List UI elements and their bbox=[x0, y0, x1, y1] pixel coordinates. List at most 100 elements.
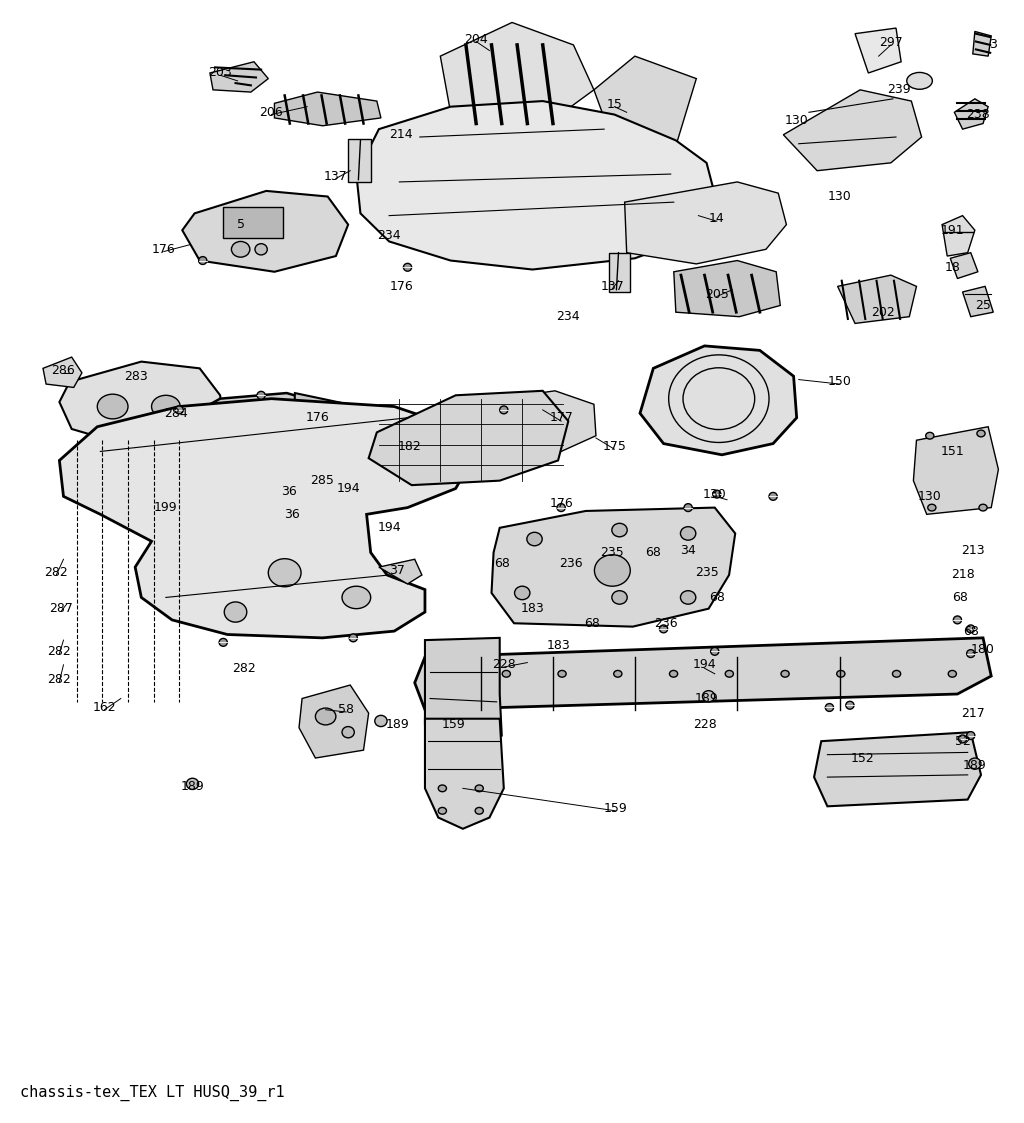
Text: 238: 238 bbox=[966, 108, 990, 121]
Text: 206: 206 bbox=[259, 106, 284, 119]
Text: 183: 183 bbox=[546, 639, 570, 652]
Polygon shape bbox=[43, 357, 82, 387]
Text: 152: 152 bbox=[850, 751, 874, 765]
Ellipse shape bbox=[684, 503, 692, 512]
Text: 180: 180 bbox=[971, 642, 995, 656]
Polygon shape bbox=[492, 508, 735, 627]
Text: 234: 234 bbox=[556, 310, 581, 323]
Text: 191: 191 bbox=[940, 223, 965, 237]
Ellipse shape bbox=[702, 691, 715, 702]
Ellipse shape bbox=[681, 591, 696, 604]
Text: 137: 137 bbox=[324, 170, 348, 183]
Text: 204: 204 bbox=[464, 33, 488, 46]
Polygon shape bbox=[379, 559, 422, 584]
Polygon shape bbox=[855, 28, 901, 73]
Text: 235: 235 bbox=[600, 546, 625, 559]
Text: 214: 214 bbox=[389, 128, 414, 141]
Ellipse shape bbox=[926, 432, 934, 439]
Polygon shape bbox=[942, 216, 975, 256]
Text: 189: 189 bbox=[180, 779, 205, 793]
Text: 202: 202 bbox=[870, 305, 895, 319]
Text: 287: 287 bbox=[49, 602, 74, 615]
Ellipse shape bbox=[825, 703, 834, 712]
Polygon shape bbox=[425, 719, 504, 829]
Text: 130: 130 bbox=[918, 490, 942, 503]
Polygon shape bbox=[594, 56, 696, 146]
Text: 14: 14 bbox=[709, 212, 725, 226]
Ellipse shape bbox=[711, 647, 719, 656]
Ellipse shape bbox=[349, 633, 357, 642]
Polygon shape bbox=[166, 393, 353, 500]
Ellipse shape bbox=[681, 527, 696, 540]
Ellipse shape bbox=[97, 394, 128, 419]
Ellipse shape bbox=[967, 624, 975, 633]
Polygon shape bbox=[640, 346, 797, 455]
Text: 194: 194 bbox=[336, 482, 360, 495]
Text: 199: 199 bbox=[154, 501, 178, 514]
Polygon shape bbox=[494, 391, 596, 451]
Text: 130: 130 bbox=[784, 113, 809, 127]
Text: 68: 68 bbox=[952, 591, 969, 604]
Text: 235: 235 bbox=[694, 566, 719, 579]
Polygon shape bbox=[783, 90, 922, 171]
Polygon shape bbox=[369, 391, 568, 485]
Text: 130: 130 bbox=[827, 190, 852, 203]
Ellipse shape bbox=[199, 256, 207, 265]
Polygon shape bbox=[625, 182, 786, 264]
Text: 37: 37 bbox=[389, 564, 406, 577]
Polygon shape bbox=[674, 261, 780, 317]
Text: 68: 68 bbox=[963, 624, 979, 638]
Ellipse shape bbox=[594, 555, 630, 586]
Ellipse shape bbox=[659, 624, 668, 633]
Ellipse shape bbox=[977, 430, 985, 437]
Text: 205: 205 bbox=[705, 287, 729, 301]
Ellipse shape bbox=[446, 670, 455, 677]
Ellipse shape bbox=[953, 615, 962, 624]
Polygon shape bbox=[954, 99, 988, 129]
Text: 282: 282 bbox=[47, 673, 72, 686]
Ellipse shape bbox=[846, 701, 854, 710]
Text: 217: 217 bbox=[961, 706, 985, 720]
Text: 68: 68 bbox=[709, 591, 725, 604]
Text: 58: 58 bbox=[338, 703, 354, 716]
Ellipse shape bbox=[515, 586, 530, 600]
Ellipse shape bbox=[257, 391, 265, 400]
Text: 228: 228 bbox=[492, 658, 516, 672]
Text: 213: 213 bbox=[961, 544, 985, 557]
Text: 25: 25 bbox=[975, 299, 991, 312]
Polygon shape bbox=[274, 92, 381, 126]
Ellipse shape bbox=[613, 670, 622, 677]
Ellipse shape bbox=[958, 734, 967, 743]
Text: 3: 3 bbox=[989, 38, 997, 52]
Text: 194: 194 bbox=[692, 658, 717, 672]
Text: 15: 15 bbox=[606, 98, 623, 111]
FancyBboxPatch shape bbox=[223, 207, 283, 238]
Text: 177: 177 bbox=[549, 411, 573, 424]
Polygon shape bbox=[913, 427, 998, 514]
Text: 189: 189 bbox=[385, 718, 410, 731]
Ellipse shape bbox=[186, 778, 199, 789]
Text: 36: 36 bbox=[281, 485, 297, 499]
Text: 194: 194 bbox=[377, 521, 401, 535]
FancyBboxPatch shape bbox=[108, 476, 164, 508]
Ellipse shape bbox=[224, 602, 247, 622]
Polygon shape bbox=[415, 638, 991, 710]
Text: 68: 68 bbox=[494, 557, 510, 570]
Text: 189: 189 bbox=[694, 692, 719, 705]
Text: 176: 176 bbox=[152, 243, 176, 256]
Ellipse shape bbox=[781, 670, 790, 677]
Text: 282: 282 bbox=[47, 645, 72, 658]
Ellipse shape bbox=[152, 395, 180, 418]
Ellipse shape bbox=[255, 244, 267, 255]
Polygon shape bbox=[950, 253, 978, 279]
Ellipse shape bbox=[893, 670, 901, 677]
FancyBboxPatch shape bbox=[348, 139, 371, 182]
Ellipse shape bbox=[219, 638, 227, 647]
Text: 68: 68 bbox=[645, 546, 662, 559]
Ellipse shape bbox=[928, 504, 936, 511]
Text: 150: 150 bbox=[827, 375, 852, 389]
Text: 297: 297 bbox=[879, 36, 903, 49]
Text: 218: 218 bbox=[950, 568, 975, 582]
Text: 282: 282 bbox=[231, 661, 256, 675]
Polygon shape bbox=[814, 732, 981, 806]
